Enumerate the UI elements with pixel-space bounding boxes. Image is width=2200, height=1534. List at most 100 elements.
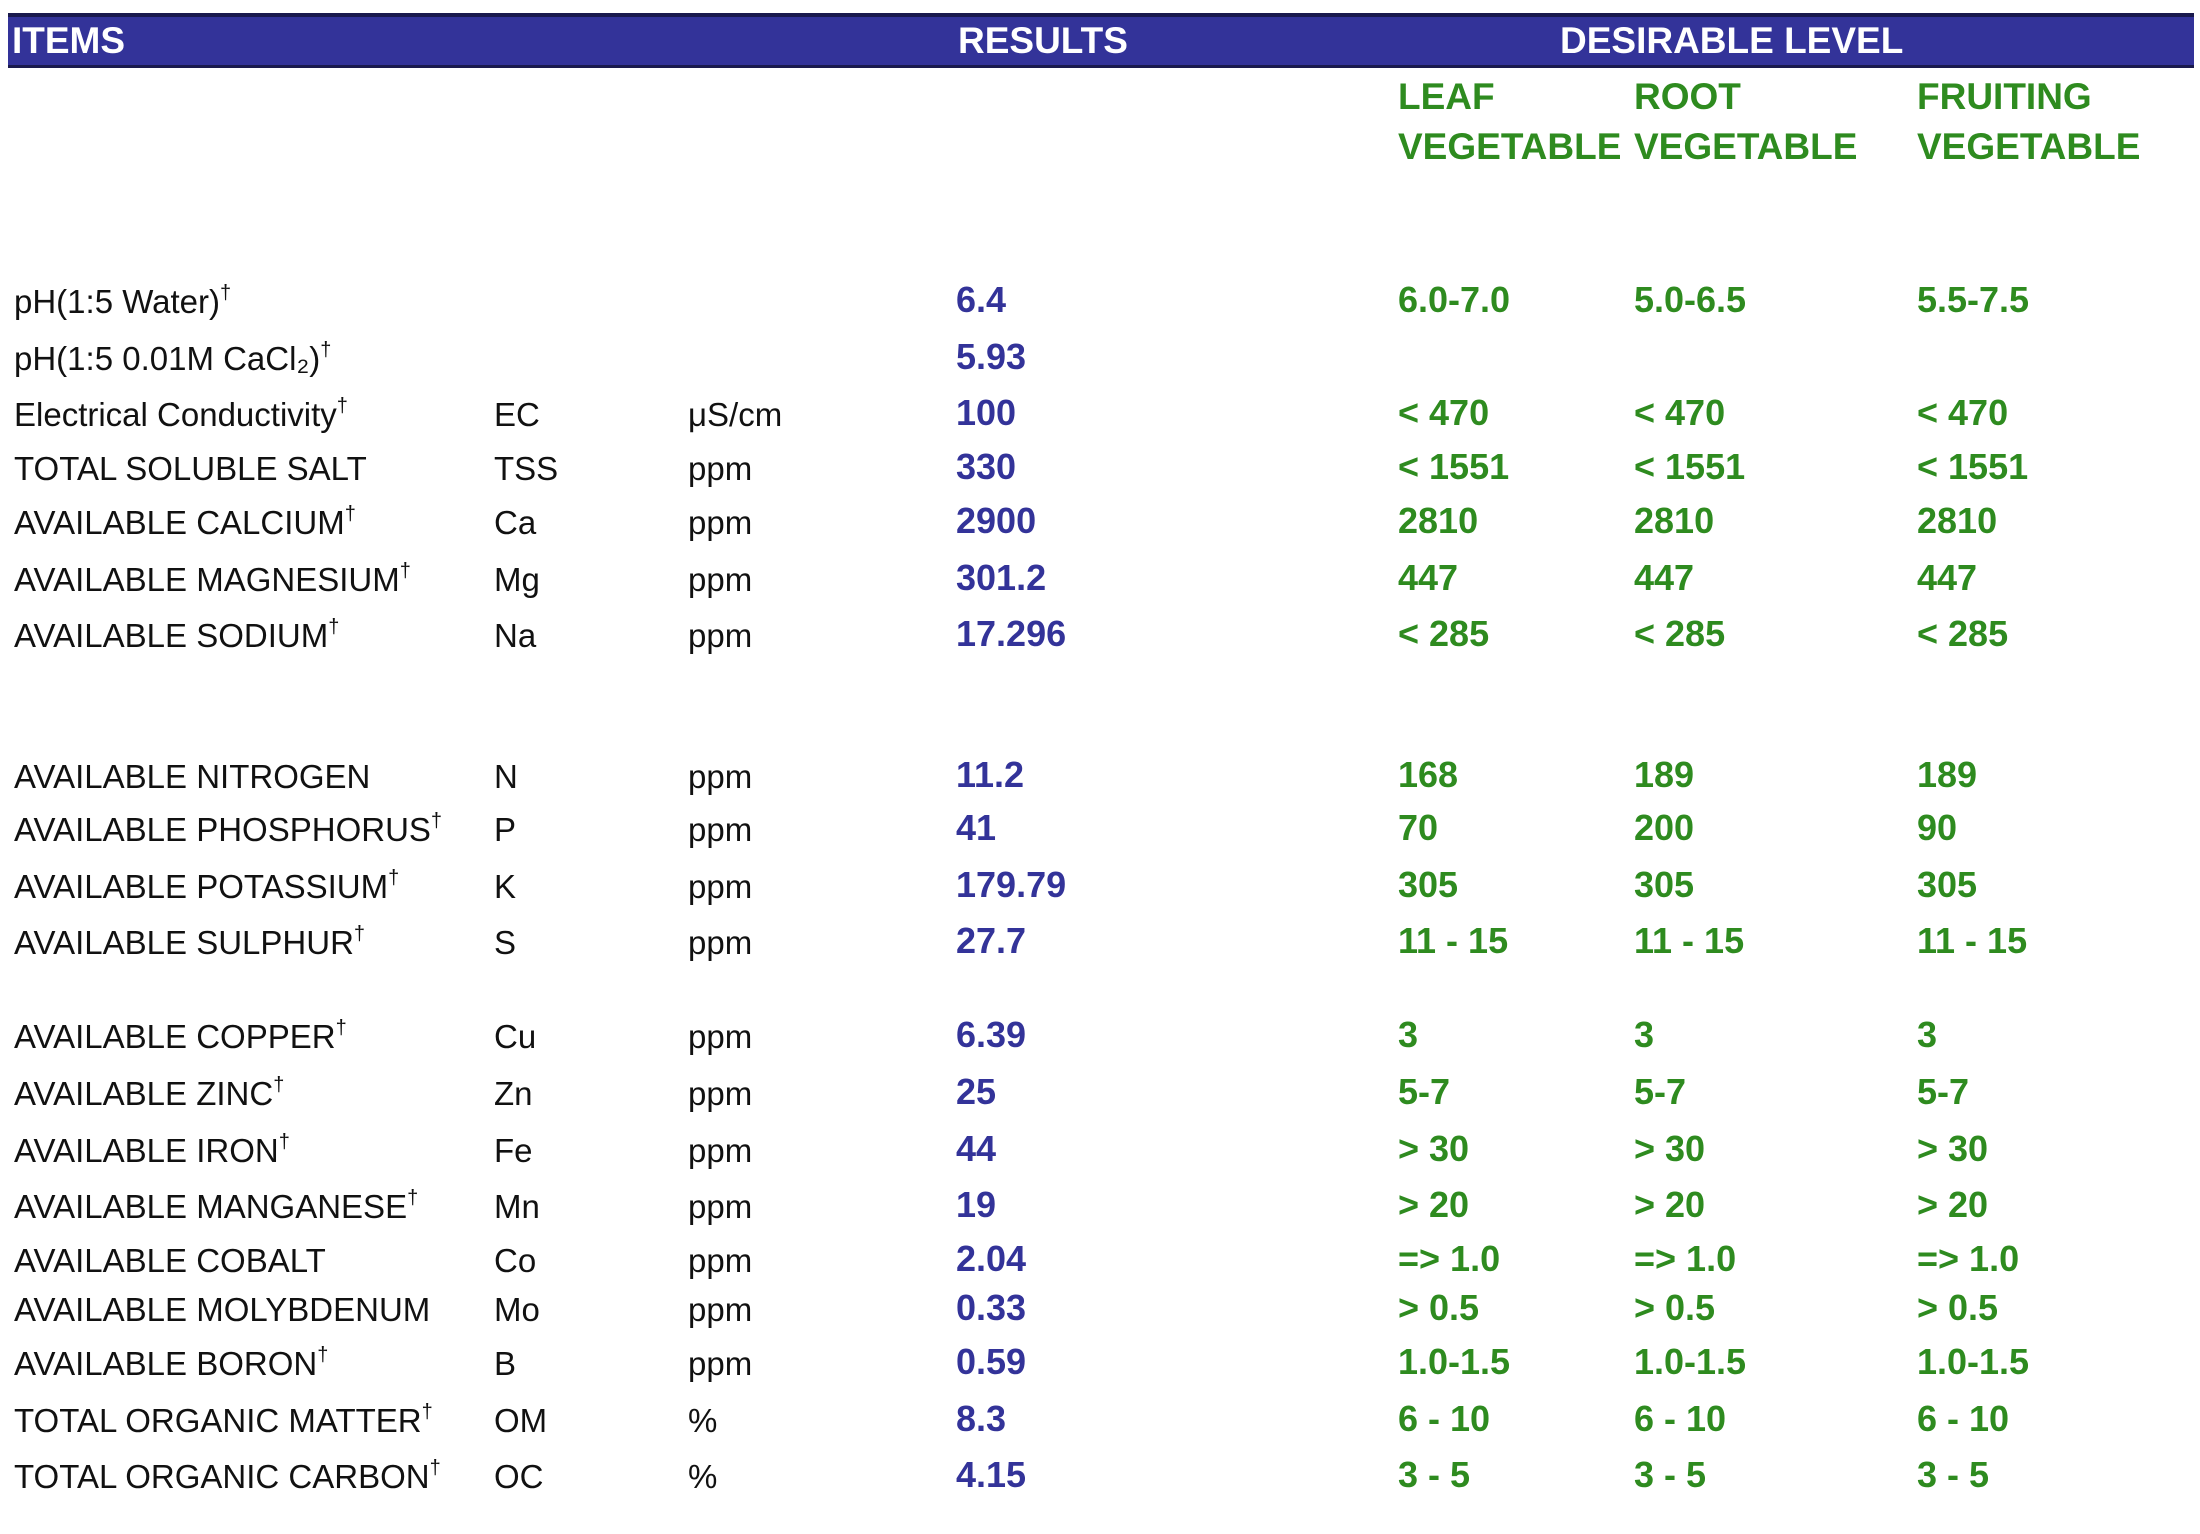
item-name: TOTAL SOLUBLE SALT (14, 452, 367, 485)
leaf-level-value: 70 (1398, 807, 1439, 848)
dagger-mark: † (353, 923, 366, 945)
item-label: AVAILABLE POTASSIUM (14, 868, 389, 905)
fruiting-level-value: 6 - 10 (1917, 1398, 2010, 1439)
item-unit: ppm (688, 1132, 753, 1169)
leaf-level-value: 3 (1398, 1014, 1419, 1055)
table-header-bar (8, 13, 2194, 68)
root-level-value: > 20 (1634, 1184, 1706, 1225)
item-name: AVAILABLE POTASSIUM† (14, 868, 399, 905)
leaf-level-value: => 1.0 (1398, 1238, 1501, 1279)
leaf-level-value: 5-7 (1398, 1071, 1451, 1112)
item-name: AVAILABLE MAGNESIUM† (14, 560, 411, 596)
item-label: pH(1:5 0.01M CaCl₂) (14, 340, 321, 377)
fruiting-level-value: < 470 (1917, 392, 2009, 433)
result-value: 11.2 (956, 754, 1025, 795)
dagger-mark: † (220, 282, 232, 304)
dagger-mark: † (335, 1017, 347, 1039)
table-row: AVAILABLE COPPER† Cu ppm 6.39 3 3 3 (0, 1001, 2200, 1055)
item-symbol: OC (494, 1458, 544, 1495)
fruiting-header-line-2: VEGETABLE (1917, 126, 2141, 167)
fruiting-level-value: 5.5-7.5 (1917, 279, 2030, 320)
dagger-mark: † (336, 395, 348, 417)
item-unit: μS/cm (688, 396, 783, 433)
item-unit: ppm (688, 1188, 753, 1225)
result-value: 5.93 (956, 336, 1027, 377)
dagger-mark: † (399, 560, 411, 582)
item-unit: ppm (688, 1345, 753, 1382)
results-header: RESULTS (958, 20, 1128, 61)
item-unit: ppm (688, 561, 753, 598)
fruiting-level-value: > 0.5 (1917, 1287, 1999, 1328)
leaf-level-value: < 1551 (1398, 446, 1510, 487)
root-level-value: 5.0-6.5 (1634, 279, 1747, 320)
item-unit: ppm (688, 1242, 753, 1279)
result-value: 6.4 (956, 279, 1007, 320)
fruiting-level-value: 5-7 (1917, 1071, 1970, 1112)
item-name: pH(1:5 0.01M CaCl₂)† (14, 340, 331, 377)
table-row: pH(1:5 Water)† 6.4 6.0-7.0 5.0-6.5 5.5-7.5 (0, 266, 2200, 320)
root-level-value: 3 (1634, 1014, 1655, 1055)
item-symbol: OM (494, 1402, 548, 1439)
item-symbol: Cu (494, 1018, 537, 1055)
item-unit: ppm (688, 811, 753, 848)
item-name: AVAILABLE SODIUM† (14, 616, 340, 652)
leaf-level-value: 6 - 10 (1398, 1398, 1491, 1439)
item-symbol: Ca (494, 504, 537, 541)
table-row: pH(1:5 0.01M CaCl₂)† 5.93 (0, 323, 2200, 377)
item-unit: ppm (688, 1075, 753, 1112)
root-level-value: 305 (1634, 864, 1695, 905)
table-row: Electrical Conductivity† EC μS/cm 100 < 470 <… (0, 379, 2200, 433)
leaf-level-value: > 30 (1398, 1128, 1470, 1169)
root-level-value: > 0.5 (1634, 1287, 1716, 1328)
root-level-value: < 470 (1634, 392, 1726, 433)
table-row: AVAILABLE SODIUM† Na ppm 17.296 < 285 < 285 < … (0, 600, 2200, 654)
fruiting-level-value: 189 (1917, 754, 1978, 795)
item-name: pH(1:5 Water)† (14, 282, 232, 320)
item-unit: ppm (688, 924, 753, 961)
item-symbol: Fe (494, 1132, 533, 1169)
dagger-mark: † (278, 1131, 290, 1153)
item-unit: ppm (688, 617, 753, 654)
item-label: AVAILABLE MANGANESE (14, 1188, 408, 1225)
item-name: AVAILABLE PHOSPHORUS† (14, 811, 442, 848)
item-label: TOTAL ORGANIC CARBON (14, 1458, 430, 1495)
item-label: AVAILABLE CALCIUM (14, 504, 345, 541)
item-label: AVAILABLE COPPER (14, 1018, 336, 1055)
root-level-value: 2810 (1634, 500, 1715, 541)
item-label: pH(1:5 Water) (14, 283, 220, 320)
item-label: AVAILABLE COBALT (14, 1242, 326, 1279)
result-value: 44 (956, 1128, 997, 1169)
item-name: Electrical Conductivity† (14, 395, 348, 431)
result-value: 330 (956, 446, 1017, 487)
root-level-value: 200 (1634, 807, 1695, 848)
leaf-header-line-2: VEGETABLE (1398, 126, 1622, 167)
result-value: 41 (956, 807, 997, 848)
item-symbol: P (494, 811, 517, 848)
result-value: 0.59 (956, 1341, 1027, 1382)
item-name: TOTAL ORGANIC CARBON† (14, 1458, 441, 1495)
item-label: AVAILABLE PHOSPHORUS (14, 811, 431, 848)
item-label: AVAILABLE ZINC (14, 1075, 274, 1112)
fruiting-level-value: > 20 (1917, 1184, 1989, 1225)
result-value: 8.3 (956, 1398, 1007, 1439)
leaf-vegetable-header: LEAF VEGETABLE (1398, 72, 1621, 172)
item-symbol: Mg (494, 561, 540, 598)
fruiting-level-value: 447 (1917, 557, 1978, 598)
table-row: AVAILABLE MANGANESE† Mn ppm 19 > 20 > 20 > 20 (0, 1171, 2200, 1225)
leaf-level-value: > 0.5 (1398, 1287, 1480, 1328)
result-value: 6.39 (956, 1014, 1027, 1055)
result-value: 301.2 (956, 557, 1047, 598)
result-value: 25 (956, 1071, 997, 1112)
table-row: AVAILABLE CALCIUM† Ca ppm 2900 2810 2810 2810 (0, 487, 2200, 541)
table-row: AVAILABLE COBALT Co ppm 2.04 => 1.0 => 1.0 => … (0, 1225, 2200, 1279)
dagger-mark: † (328, 616, 340, 638)
leaf-level-value: 2810 (1398, 500, 1479, 541)
item-name: AVAILABLE MANGANESE† (14, 1188, 418, 1225)
table-row: AVAILABLE IRON† Fe ppm 44 > 30 > 30 > 30 (0, 1115, 2200, 1169)
item-unit: ppm (688, 1291, 753, 1328)
item-unit: % (688, 1458, 718, 1495)
root-level-value: => 1.0 (1634, 1238, 1737, 1279)
